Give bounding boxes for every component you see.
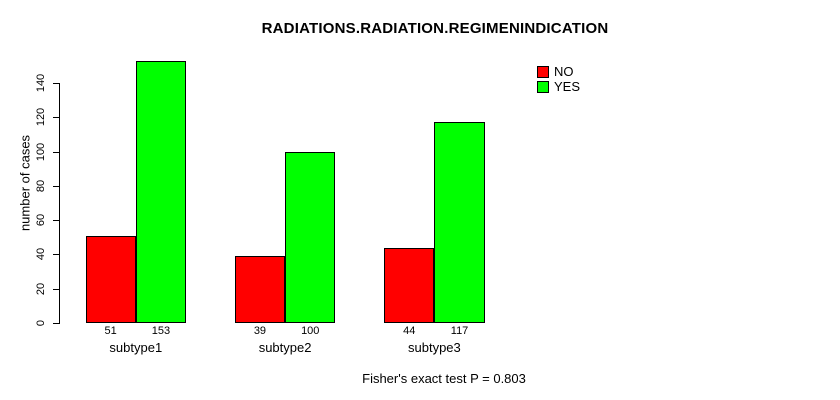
- y-tick-label: 20: [35, 282, 47, 296]
- bar-no-subtype1: [85, 235, 136, 323]
- y-tick-label: 140: [35, 73, 47, 93]
- stat-annotation: Fisher's exact test P = 0.803: [362, 371, 526, 386]
- bar-yes-subtype1: [135, 60, 187, 323]
- y-tick-label: 60: [35, 213, 47, 227]
- bar-value-label: 100: [301, 325, 320, 337]
- y-tick-mark: [53, 83, 60, 84]
- legend-item-yes: YES: [537, 80, 580, 94]
- y-tick-mark: [53, 152, 60, 153]
- bar-value-label: 117: [450, 325, 469, 337]
- bar-no-subtype2: [234, 256, 286, 323]
- bar-value-label: 39: [253, 325, 267, 337]
- legend-label: YES: [554, 79, 581, 94]
- y-tick-label: 80: [35, 179, 47, 193]
- y-tick-mark: [53, 186, 60, 187]
- legend: NO YES: [537, 65, 580, 94]
- bar-value-label: 44: [403, 325, 416, 337]
- legend-label: NO: [554, 64, 574, 79]
- y-tick-mark: [53, 220, 60, 221]
- y-tick-mark: [53, 117, 60, 118]
- legend-item-no: NO: [537, 65, 580, 79]
- category-label-subtype3: subtype3: [408, 340, 461, 355]
- y-tick-mark: [53, 323, 60, 324]
- chart-title: RADIATIONS.RADIATION.REGIMENINDICATION: [261, 20, 609, 37]
- category-label-subtype1: subtype1: [109, 340, 163, 355]
- y-tick-label: 120: [35, 107, 47, 127]
- legend-swatch-no: [537, 66, 549, 78]
- bar-no-subtype3: [384, 247, 435, 323]
- bar-yes-subtype2: [285, 151, 336, 323]
- category-label-subtype2: subtype2: [258, 340, 312, 355]
- y-axis-line: [59, 83, 60, 323]
- bar-value-label: 51: [104, 325, 117, 337]
- y-tick-label: 40: [35, 247, 47, 261]
- y-tick-mark: [53, 289, 60, 290]
- y-tick-mark: [53, 254, 60, 255]
- bar-value-label: 153: [151, 325, 171, 337]
- bar-yes-subtype3: [434, 122, 485, 323]
- y-tick-label: 0: [35, 319, 47, 327]
- y-tick-label: 100: [35, 142, 47, 162]
- legend-swatch-yes: [537, 81, 549, 93]
